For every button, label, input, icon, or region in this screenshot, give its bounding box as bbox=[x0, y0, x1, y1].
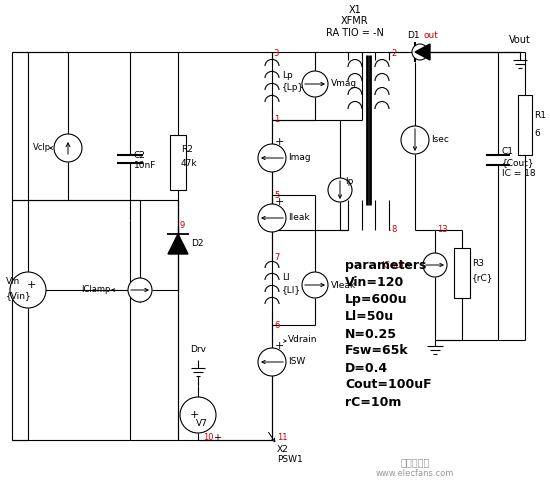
Text: 5: 5 bbox=[274, 191, 279, 199]
Text: 47k: 47k bbox=[181, 158, 197, 167]
Circle shape bbox=[423, 253, 447, 277]
Circle shape bbox=[258, 348, 286, 376]
Text: R1: R1 bbox=[534, 110, 546, 120]
Circle shape bbox=[328, 178, 352, 202]
Text: 6: 6 bbox=[534, 128, 540, 137]
Text: C1: C1 bbox=[502, 148, 514, 156]
Text: Vin: Vin bbox=[6, 277, 20, 287]
Polygon shape bbox=[168, 234, 188, 254]
Text: +: + bbox=[275, 341, 284, 351]
Text: {rC}: {rC} bbox=[472, 273, 493, 283]
Text: +: + bbox=[275, 137, 284, 147]
Circle shape bbox=[180, 397, 216, 433]
Circle shape bbox=[54, 134, 82, 162]
Text: LI: LI bbox=[282, 273, 290, 283]
Text: 1: 1 bbox=[274, 116, 279, 124]
Text: Imag: Imag bbox=[288, 153, 311, 163]
Bar bbox=[518, 95, 532, 155]
Text: +: + bbox=[275, 197, 284, 207]
Text: +: + bbox=[26, 280, 36, 290]
Text: {Vin}: {Vin} bbox=[6, 291, 32, 301]
Text: {Cout}: {Cout} bbox=[502, 158, 535, 167]
Text: out: out bbox=[423, 31, 438, 41]
Text: www.elecfans.com: www.elecfans.com bbox=[376, 469, 454, 479]
Text: rC=10m: rC=10m bbox=[345, 395, 402, 408]
Text: ICout: ICout bbox=[381, 260, 405, 270]
Text: Ip: Ip bbox=[345, 178, 353, 186]
Text: 电子发烧友: 电子发烧友 bbox=[400, 457, 430, 467]
Text: 9: 9 bbox=[180, 222, 185, 230]
Circle shape bbox=[258, 204, 286, 232]
Text: V7: V7 bbox=[196, 419, 208, 427]
Text: Fsw=65k: Fsw=65k bbox=[345, 345, 409, 358]
Circle shape bbox=[10, 272, 46, 308]
Text: N=0.25: N=0.25 bbox=[345, 328, 397, 341]
Text: Cout=100uF: Cout=100uF bbox=[345, 378, 432, 392]
Bar bbox=[454, 248, 470, 298]
Text: D2: D2 bbox=[191, 239, 204, 247]
Text: Lp: Lp bbox=[282, 72, 293, 80]
Text: parameters: parameters bbox=[345, 258, 426, 272]
Text: Vleak: Vleak bbox=[331, 281, 356, 289]
Circle shape bbox=[401, 126, 429, 154]
Text: ISW: ISW bbox=[288, 358, 305, 366]
Text: IC = 18: IC = 18 bbox=[502, 169, 536, 179]
Text: Vclp: Vclp bbox=[33, 143, 51, 152]
Text: {Lp}: {Lp} bbox=[282, 84, 304, 92]
Circle shape bbox=[412, 44, 428, 60]
Text: D1: D1 bbox=[407, 31, 420, 41]
Polygon shape bbox=[415, 44, 430, 60]
Text: 2: 2 bbox=[391, 49, 396, 59]
Text: {Ll}: {Ll} bbox=[282, 286, 301, 294]
Bar bbox=[170, 135, 186, 190]
Text: Vin=120: Vin=120 bbox=[345, 276, 404, 289]
Text: 10nF: 10nF bbox=[134, 161, 156, 169]
Text: Vmag: Vmag bbox=[331, 79, 357, 89]
Text: Isec: Isec bbox=[431, 136, 449, 145]
Text: +: + bbox=[189, 410, 199, 420]
Text: XFMR: XFMR bbox=[341, 16, 369, 26]
Text: X2: X2 bbox=[277, 445, 289, 454]
Text: 7: 7 bbox=[274, 254, 279, 262]
Text: Vout: Vout bbox=[509, 35, 531, 45]
Text: R3: R3 bbox=[472, 258, 484, 268]
Text: 10: 10 bbox=[203, 434, 213, 442]
Circle shape bbox=[258, 144, 286, 172]
Text: D=0.4: D=0.4 bbox=[345, 362, 388, 375]
Circle shape bbox=[128, 278, 152, 302]
Text: RA TIO = -N: RA TIO = -N bbox=[326, 28, 384, 38]
Text: Drv: Drv bbox=[190, 346, 206, 354]
Text: Ll=50u: Ll=50u bbox=[345, 311, 394, 323]
Text: C2: C2 bbox=[134, 151, 146, 160]
Text: 3: 3 bbox=[273, 49, 278, 59]
Text: 13: 13 bbox=[437, 226, 448, 235]
Text: 11: 11 bbox=[277, 434, 288, 442]
Circle shape bbox=[302, 71, 328, 97]
Text: IClamp: IClamp bbox=[81, 286, 110, 294]
Text: Lp=600u: Lp=600u bbox=[345, 293, 408, 306]
Text: X1: X1 bbox=[349, 5, 361, 15]
Text: Vdrain: Vdrain bbox=[288, 335, 317, 345]
Text: Ileak: Ileak bbox=[288, 213, 310, 223]
Circle shape bbox=[302, 272, 328, 298]
Text: 6: 6 bbox=[274, 320, 279, 330]
Text: R2: R2 bbox=[181, 146, 193, 154]
Text: PSW1: PSW1 bbox=[277, 455, 302, 465]
Text: 8: 8 bbox=[391, 226, 397, 235]
Text: +: + bbox=[213, 433, 221, 443]
